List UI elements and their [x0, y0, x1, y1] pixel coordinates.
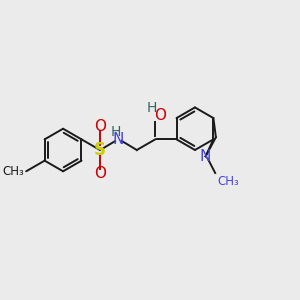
Text: H: H — [147, 101, 157, 116]
Text: CH₃: CH₃ — [217, 175, 239, 188]
Text: S: S — [94, 141, 106, 159]
Text: O: O — [94, 166, 106, 181]
Text: N: N — [200, 149, 211, 164]
Text: CH₃: CH₃ — [3, 165, 25, 178]
Text: O: O — [154, 108, 166, 123]
Text: O: O — [94, 119, 106, 134]
Text: N: N — [113, 132, 124, 147]
Text: H: H — [111, 125, 122, 139]
